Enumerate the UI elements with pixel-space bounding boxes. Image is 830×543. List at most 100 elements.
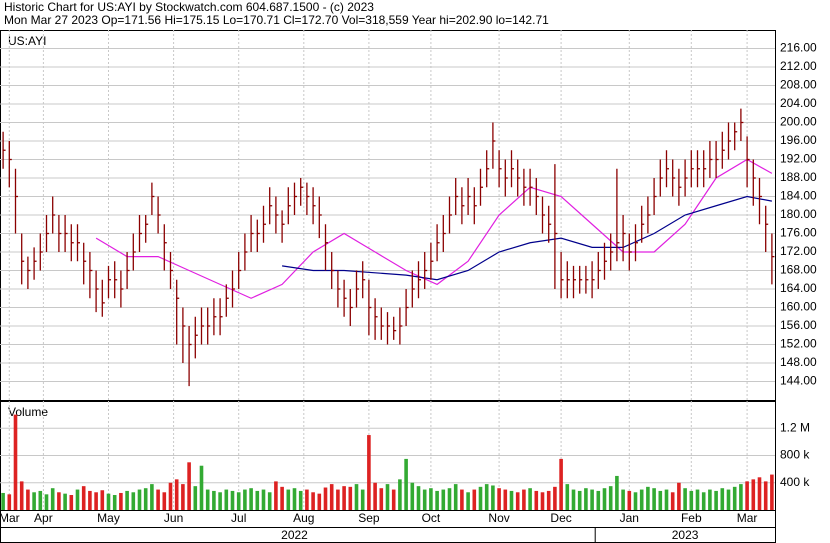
volume-bar <box>1 492 5 510</box>
volume-bar <box>732 486 737 510</box>
volume-bar <box>199 465 204 510</box>
year-label: 2022 <box>281 528 308 542</box>
volume-bar <box>236 492 241 510</box>
y-tick-label: 176.00 <box>780 226 817 240</box>
volume-bar <box>7 494 12 510</box>
volume-bar <box>559 458 563 510</box>
volume-bar <box>112 495 117 510</box>
volume-tick-label: 800 k <box>780 448 810 462</box>
y-tick-label: 184.00 <box>780 189 817 203</box>
volume-bar <box>26 489 30 510</box>
volume-bar <box>714 490 718 510</box>
volume-bar <box>391 489 396 510</box>
volume-bar <box>584 488 588 510</box>
volume-bar <box>757 477 762 510</box>
moving-average <box>282 195 773 281</box>
volume-bar <box>255 490 260 510</box>
volume-bar <box>726 489 731 510</box>
y-tick-label: 168.00 <box>780 263 817 277</box>
volume-bar <box>695 489 700 510</box>
volume-bar <box>373 482 377 510</box>
x-tick-label: Jan <box>620 511 639 525</box>
y-tick-label: 204.00 <box>780 96 817 110</box>
volume-bar <box>596 490 601 510</box>
chart-subtitle: Mon Mar 27 2023 Op=171.56 Hi=175.15 Lo=1… <box>4 13 549 27</box>
y-tick-label: 180.00 <box>780 207 817 221</box>
volume-bar <box>385 484 390 510</box>
volume-bar <box>441 489 446 510</box>
volume-label: Volume <box>8 405 48 419</box>
volume-bar <box>571 489 576 510</box>
volume-bar <box>50 488 55 510</box>
volume-bar <box>453 484 458 510</box>
volume-bar <box>88 490 92 510</box>
y-tick-label: 172.00 <box>780 244 817 258</box>
volume-bar <box>274 481 278 510</box>
volume-bar <box>298 490 303 510</box>
volume-bar <box>286 489 291 510</box>
volume-bar <box>447 488 452 510</box>
volume-bar <box>168 482 173 510</box>
volume-bar <box>360 489 365 510</box>
volume-bar <box>553 486 557 510</box>
y-tick-label: 196.00 <box>780 133 817 147</box>
volume-bar <box>100 490 105 510</box>
y-tick-label: 152.00 <box>780 337 817 351</box>
volume-bar <box>137 489 142 510</box>
y-tick-label: 148.00 <box>780 355 817 369</box>
volume-bar <box>19 481 24 510</box>
volume-bar <box>193 486 198 510</box>
volume-bar <box>336 489 340 510</box>
volume-bar <box>522 489 526 510</box>
x-tick-label: Dec <box>550 511 571 525</box>
volume-bar <box>267 492 272 510</box>
volume-bar <box>497 488 501 510</box>
volume-bar <box>81 486 86 510</box>
volume-bar <box>311 492 315 510</box>
volume-bar <box>404 458 408 510</box>
volume-bar <box>181 484 185 510</box>
volume-bar <box>751 479 756 510</box>
volume-bar <box>119 492 123 510</box>
volume-bar <box>763 481 768 510</box>
volume-bar <box>615 475 619 510</box>
volume-bar <box>509 490 514 510</box>
volume-bar <box>125 490 129 510</box>
volume-bar <box>329 484 334 510</box>
x-tick-label: Mar <box>0 511 20 525</box>
y-tick-label: 200.00 <box>780 115 817 129</box>
moving-average <box>95 158 773 299</box>
x-tick-label: Aug <box>293 511 314 525</box>
volume-bar <box>249 488 253 510</box>
volume-bar <box>75 489 80 510</box>
volume-bar <box>664 489 669 510</box>
volume-bar <box>156 489 160 510</box>
volume-bar <box>354 484 359 510</box>
volume-bar <box>94 492 98 510</box>
volume-bar <box>608 486 613 510</box>
volume-bar <box>243 489 247 510</box>
x-tick-label: Nov <box>488 511 509 525</box>
volume-bar <box>658 490 663 510</box>
volume-bar <box>602 488 607 510</box>
y-tick-label: 156.00 <box>780 318 817 332</box>
volume-bar <box>670 492 675 510</box>
volume-bar <box>739 484 743 510</box>
volume-tick-label: 1.2 M <box>780 420 810 434</box>
x-tick-label: Feb <box>681 511 702 525</box>
volume-bar <box>280 486 284 510</box>
volume-bar <box>410 482 415 510</box>
volume-bar <box>38 490 43 510</box>
volume-bar <box>627 490 632 510</box>
volume-bar <box>565 484 570 510</box>
volume-bar <box>435 490 439 510</box>
x-tick-label: Sep <box>358 511 380 525</box>
volume-bar <box>689 490 694 510</box>
year-label: 2023 <box>672 528 699 542</box>
volume-bar <box>478 486 483 510</box>
volume-bar <box>230 490 235 510</box>
volume-bar <box>515 492 520 510</box>
